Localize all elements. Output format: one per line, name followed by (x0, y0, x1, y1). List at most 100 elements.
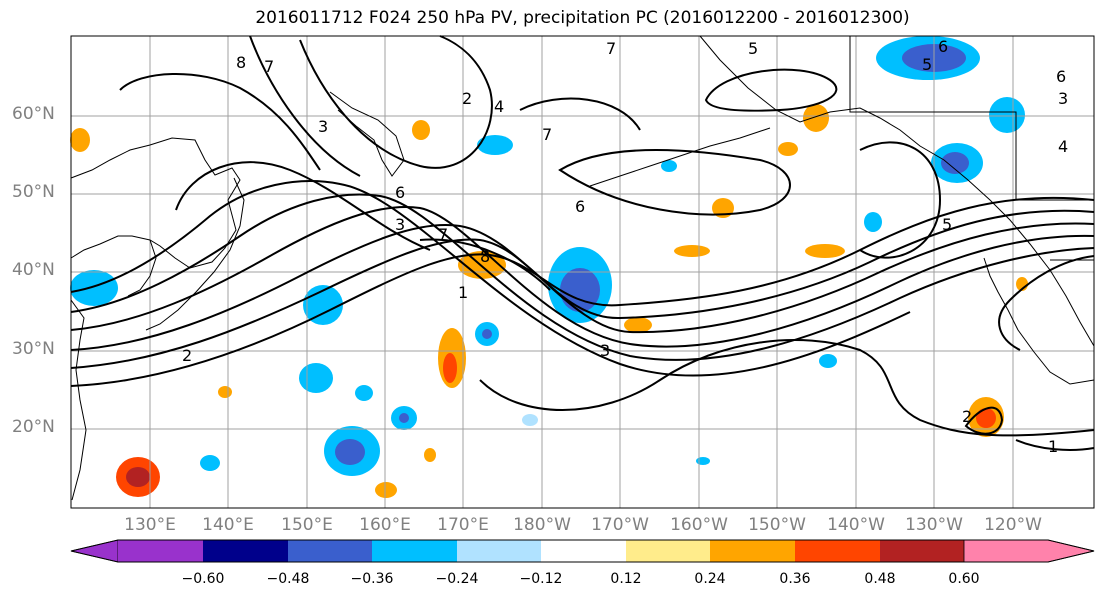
longitude-label: 170°E (437, 515, 489, 535)
colorbar-extend-left (70, 539, 119, 563)
pv-contour-line (70, 196, 1095, 387)
pv-contour-label: 1 (1048, 437, 1058, 456)
precip-positive-blob (218, 386, 232, 398)
precip-positive-core (976, 408, 996, 428)
pv-contour-label-group: 1 1 2 2 2 3 3 3 3 4 4 5 5 5 6 6 6 6 7 7 … (182, 37, 1068, 456)
precip-negative-blob (661, 160, 677, 172)
colorbar-tick-label: −0.24 (435, 571, 479, 587)
longitude-label: 150°E (281, 515, 333, 535)
precip-negative-blob (70, 270, 118, 306)
pv-contour-label: 3 (395, 215, 405, 234)
colorbar-outline (70, 539, 1095, 563)
pv-contour-line (419, 238, 551, 291)
japan-coastline (145, 177, 245, 331)
precip-positive-blob (674, 245, 710, 257)
pv-contour-label: 3 (318, 117, 328, 136)
pv-contour-label: 5 (922, 55, 932, 74)
pv-contour-label: 7 (542, 125, 552, 144)
pv-contour-line (70, 193, 1095, 361)
precip-positive-blob (712, 198, 734, 218)
colorbar (70, 539, 1095, 563)
precip-negative-blob (989, 97, 1025, 133)
pv-contour-line (70, 206, 1095, 348)
pv-contour-line (964, 406, 1004, 435)
colorbar-segment (880, 540, 964, 562)
pv-contour-line (249, 35, 361, 177)
asia-coastline (70, 137, 241, 269)
pv-contour-line (70, 222, 1095, 351)
precip-negative-blob (819, 354, 837, 368)
colorbar-tick-label: 0.48 (864, 571, 896, 587)
colorbar-segment (203, 540, 288, 562)
latitude-label: 60°N (12, 104, 55, 124)
pv-contour-line (998, 255, 1095, 351)
pv-contour-label: 5 (748, 39, 758, 58)
precip-positive-blob (424, 448, 436, 462)
precip-positive-blob (412, 120, 430, 140)
longitude-label: 120°W (984, 515, 1042, 535)
pv-contour-label: 2 (962, 407, 972, 426)
colorbar-segment (626, 540, 710, 562)
colorbar-segment (541, 540, 626, 562)
latitude-label: 20°N (12, 417, 55, 437)
precip-negative-blob (477, 135, 513, 155)
pv-contour-label: 4 (494, 97, 504, 116)
precip-negative-core (941, 152, 969, 174)
colorbar-tick-label: −0.60 (181, 571, 225, 587)
colorbar-segment (795, 540, 880, 562)
pv-contour-label: 7 (606, 39, 616, 58)
precip-negative-blob (355, 385, 373, 401)
longitude-label: 140°E (202, 515, 254, 535)
longitude-label: 150°W (748, 515, 806, 535)
colorbar-tick-label: 0.36 (779, 571, 811, 587)
pv-contour-label: 5 (942, 215, 952, 234)
precip-positive-blob (70, 128, 90, 152)
precip-negative-blob (522, 414, 538, 426)
pv-contours (70, 35, 1095, 451)
precip-positive-blob (803, 104, 829, 132)
precip-positive-core (443, 353, 457, 383)
precip-positive-blob (375, 482, 397, 498)
pv-contour-label: 6 (395, 183, 405, 202)
longitude-label: 130°W (905, 515, 963, 535)
pv-contour-line (119, 73, 321, 171)
aleutian-chain (589, 127, 771, 187)
longitude-label: 180°W (513, 515, 571, 535)
latitude-label: 50°N (12, 182, 55, 202)
colorbar-tick-label: −0.36 (350, 571, 394, 587)
map-title: 2016011712 F024 250 hPa PV, precipitatio… (255, 8, 910, 28)
colorbar-segment (457, 540, 541, 562)
colorbar-tick-label: 0.12 (610, 571, 642, 587)
colorbar-segment (710, 540, 795, 562)
pv-contour-label: 7 (438, 225, 448, 244)
colorbar-segment (288, 540, 372, 562)
precip-negative-blob (696, 457, 710, 465)
pv-contour-line (70, 180, 911, 377)
pv-contour-label: 3 (600, 341, 610, 360)
pv-contour-label: 4 (1058, 137, 1068, 156)
korea-coastline (127, 239, 157, 297)
pv-contour-line (1015, 439, 1095, 451)
colorbar-tick-label: 0.24 (694, 571, 726, 587)
pv-contour-line (479, 339, 1095, 437)
pv-contour-label: 7 (264, 57, 274, 76)
pv-contour-line (558, 149, 791, 216)
pv-contour-label: 3 (1058, 89, 1068, 108)
precip-positive-blob (624, 317, 652, 333)
map-frame (70, 35, 1095, 509)
longitude-label: 160°W (670, 515, 728, 535)
longitude-label: 140°W (827, 515, 885, 535)
longitude-label: 130°E (124, 515, 176, 535)
precip-negative-blob (299, 363, 333, 393)
precip-negative-core (482, 329, 492, 339)
pv-contour-label: 6 (575, 197, 585, 216)
precip-positive-blob (778, 142, 798, 156)
pv-contour-line (519, 97, 641, 131)
pv-contour-line (299, 35, 493, 169)
longitude-label: 170°W (591, 515, 649, 535)
pv-contour-label: 8 (236, 53, 246, 72)
pv-contour-line (175, 161, 431, 251)
pv-contour-label: 1 (458, 283, 468, 302)
north-america-coastline (983, 257, 1095, 385)
precip-positive-blob (805, 244, 845, 258)
